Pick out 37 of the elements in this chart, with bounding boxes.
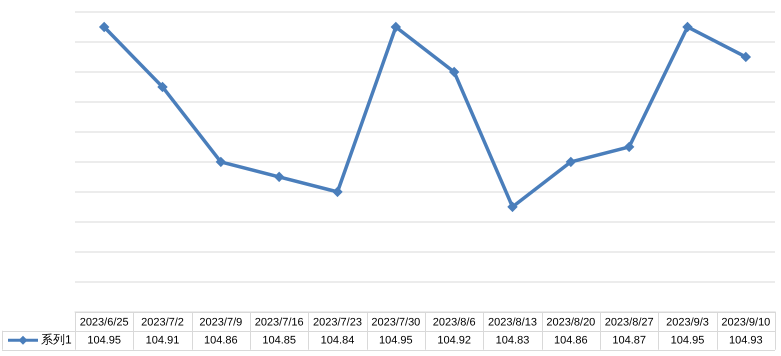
point	[274, 172, 284, 182]
x-tick-label: 2023/8/20	[546, 316, 596, 328]
data-label: 104.85	[262, 334, 296, 346]
x-tick-label: 2023/8/27	[604, 316, 654, 328]
x-tick-label: 2023/7/16	[254, 316, 304, 328]
point	[449, 66, 460, 77]
x-tick-label: 2023/6/25	[80, 316, 129, 328]
legend-label: 系列1	[41, 332, 72, 347]
data-label: 104.95	[87, 334, 121, 346]
data-label: 104.87	[612, 334, 646, 346]
x-tick-label: 2023/7/9	[199, 316, 242, 328]
point	[682, 22, 692, 32]
point	[566, 156, 576, 167]
data-label: 104.83	[496, 334, 530, 346]
x-tick-label: 2023/7/30	[371, 316, 420, 328]
point	[216, 156, 226, 167]
x-tick-label: 2023/9/10	[721, 316, 770, 328]
point	[99, 22, 110, 32]
data-label: 104.92	[437, 334, 471, 346]
point	[508, 202, 518, 212]
data-label: 104.84	[320, 334, 354, 346]
point	[624, 142, 634, 152]
data-label: 104.86	[204, 334, 238, 346]
x-tick-label: 2023/8/13	[488, 316, 537, 328]
x-tick-label: 2023/9/3	[666, 316, 709, 328]
data-label: 104.91	[146, 334, 180, 346]
point	[390, 22, 401, 32]
data-label: 104.86	[554, 334, 588, 346]
x-tick-label: 2023/8/6	[432, 316, 476, 328]
x-tick-label: 2023/7/23	[313, 316, 362, 328]
x-tick-label: 2023/7/2	[141, 316, 184, 328]
data-label: 104.93	[729, 334, 763, 346]
data-label: 104.95	[379, 334, 413, 346]
point	[158, 82, 168, 92]
data-label: 104.95	[670, 334, 704, 346]
point	[740, 52, 751, 62]
point	[332, 186, 342, 197]
